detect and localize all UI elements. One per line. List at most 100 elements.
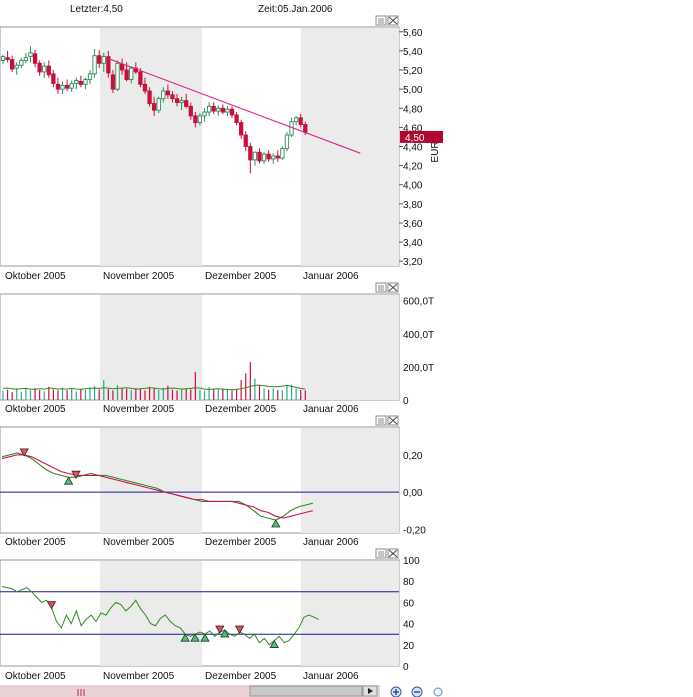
candle xyxy=(10,59,15,70)
candle xyxy=(229,108,235,116)
candle xyxy=(5,57,10,60)
y-tick-label: 0,20 xyxy=(403,451,423,462)
candle xyxy=(234,114,239,124)
candle xyxy=(28,52,33,58)
x-tick-label: Dezember 2005 xyxy=(205,671,277,682)
macd-panel: Oktober 2005 November 2005 Dezember 2005 Ja… xyxy=(0,426,426,548)
candle xyxy=(92,55,97,75)
sell-signal-marker xyxy=(215,625,225,634)
candle xyxy=(197,115,203,124)
candle xyxy=(51,73,56,84)
y-tick-label: 20 xyxy=(403,641,415,652)
candle xyxy=(156,98,161,111)
x-tick-label: Oktober 2005 xyxy=(5,671,66,682)
y-tick-label: 3,60 xyxy=(403,219,423,230)
candle xyxy=(14,64,19,69)
candle xyxy=(216,107,221,112)
candle xyxy=(179,100,184,103)
maximize-icon[interactable] xyxy=(375,548,387,559)
rsi-line xyxy=(1,586,320,646)
candle xyxy=(32,53,38,64)
buy-signal-marker xyxy=(190,633,200,642)
candle xyxy=(23,57,29,61)
candle xyxy=(64,84,70,89)
sell-signal-marker xyxy=(46,601,57,610)
candle xyxy=(46,65,51,76)
sell-signal-marker xyxy=(71,470,81,480)
y-tick-label: 40 xyxy=(403,620,415,631)
y-tick-label: 200,0T xyxy=(403,363,434,374)
y-axis-unit: EUR xyxy=(430,141,441,162)
candle xyxy=(19,60,24,66)
x-tick-label: Januar 2006 xyxy=(303,404,359,415)
magnifier-icon[interactable] xyxy=(433,687,443,697)
x-tick-label: Januar 2006 xyxy=(303,671,359,682)
y-tick-label: 4,20 xyxy=(403,162,423,173)
y-tick-label: 60 xyxy=(403,598,415,609)
y-tick-label: 600,0T xyxy=(403,297,434,308)
buy-signal-marker xyxy=(220,629,230,638)
candle xyxy=(87,73,93,81)
candle xyxy=(271,155,276,160)
candle xyxy=(206,105,212,113)
candle xyxy=(37,62,42,73)
x-tick-label: Januar 2006 xyxy=(303,271,359,282)
candle xyxy=(280,147,285,159)
candle xyxy=(248,146,253,161)
x-tick-label: November 2005 xyxy=(103,671,175,682)
volume-panel-controls[interactable] xyxy=(375,282,399,293)
candle xyxy=(298,117,303,125)
month-band xyxy=(301,295,399,400)
candle xyxy=(129,67,134,81)
month-band xyxy=(301,28,399,266)
x-tick-label: Oktober 2005 xyxy=(5,271,66,282)
current-price-badge xyxy=(400,130,443,143)
candle xyxy=(261,153,267,162)
candle xyxy=(243,134,248,147)
maximize-icon[interactable] xyxy=(375,15,387,26)
x-tick-label: November 2005 xyxy=(103,537,175,548)
buy-signal-marker xyxy=(180,633,190,642)
maximize-icon[interactable] xyxy=(375,282,387,293)
y-tick-label: 3,80 xyxy=(403,200,423,211)
x-tick-label: Oktober 2005 xyxy=(5,404,66,415)
maximize-icon[interactable] xyxy=(375,415,387,426)
x-tick-label: Januar 2006 xyxy=(303,537,359,548)
month-band xyxy=(100,561,202,666)
month-band xyxy=(100,28,202,266)
candle xyxy=(124,69,129,81)
macd-panel-controls[interactable] xyxy=(375,415,399,426)
y-tick-label: 400,0T xyxy=(403,330,434,341)
candle xyxy=(78,81,84,85)
y-tick-label: 80 xyxy=(403,577,415,588)
candle xyxy=(42,65,47,73)
candle xyxy=(55,83,61,90)
signal-line xyxy=(1,454,313,519)
x-tick-label: Oktober 2005 xyxy=(5,537,66,548)
candle xyxy=(110,74,116,90)
candle xyxy=(188,105,193,117)
candle xyxy=(97,55,102,64)
price-panel-controls[interactable] xyxy=(375,15,399,26)
y-tick-label: 4,00 xyxy=(403,181,423,192)
y-tick-label: 4,80 xyxy=(403,104,423,115)
candle xyxy=(151,103,157,111)
candle xyxy=(266,153,271,160)
candle xyxy=(138,71,143,85)
y-tick-label: 100 xyxy=(403,556,420,567)
horizontal-scrollbar[interactable] xyxy=(0,685,443,697)
trend-line xyxy=(108,58,361,154)
empty-area xyxy=(444,0,693,697)
buy-signal-marker xyxy=(269,639,279,648)
candle xyxy=(275,155,280,159)
y-tick-label: 4,60 xyxy=(403,123,423,134)
y-tick-label: 3,40 xyxy=(403,238,423,249)
candle xyxy=(257,151,262,162)
x-tick-label: November 2005 xyxy=(103,404,175,415)
rsi-panel-controls[interactable] xyxy=(375,548,399,559)
x-tick-label: Dezember 2005 xyxy=(205,537,277,548)
candle xyxy=(293,117,299,123)
scrollbar-thumb[interactable] xyxy=(249,685,363,697)
candle xyxy=(284,134,290,149)
x-tick-label: Dezember 2005 xyxy=(205,271,277,282)
